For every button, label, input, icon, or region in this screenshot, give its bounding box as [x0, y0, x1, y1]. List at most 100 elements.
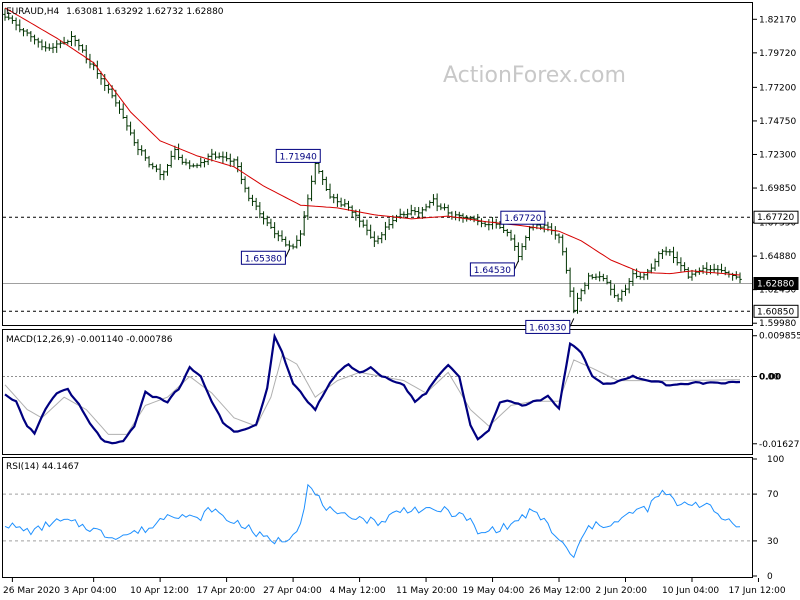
symbol-label: EURAUD,H4: [6, 7, 59, 17]
price-bar: [258, 201, 262, 219]
time-tick-label: 2 Jun 20:00: [596, 586, 648, 596]
time-tick-label: 10 Jun 04:00: [662, 586, 719, 596]
price-bar: [309, 175, 314, 202]
price-bar: [254, 197, 258, 211]
price-bar: [184, 158, 188, 166]
price-bar: [342, 198, 347, 208]
price-tick-label: 1.69850: [759, 184, 796, 194]
price-bar: [283, 236, 288, 247]
price-bar: [106, 83, 111, 94]
price-bar: [361, 219, 366, 228]
annotation-box: [525, 319, 571, 334]
rsi-tick-label: 100: [767, 455, 784, 465]
price-bar: [608, 280, 613, 296]
time-tick-label: 3 Apr 04:00: [64, 586, 117, 596]
price-tick-label: 1.77200: [759, 83, 796, 93]
price-tag-label: 1.60850: [757, 307, 794, 317]
price-bar: [571, 287, 576, 314]
price-annotation: 1.60330: [525, 318, 575, 334]
price-bar: [147, 155, 151, 168]
price-bar: [734, 271, 739, 280]
rsi-tick-label: 70: [767, 490, 779, 500]
price-bar: [649, 263, 654, 274]
price-bar: [527, 225, 532, 241]
price-bar: [368, 224, 373, 239]
price-bar: [210, 148, 214, 162]
price-bar: [579, 288, 583, 302]
macd-panel-frame: [2, 329, 753, 455]
annotation-box: [500, 210, 546, 225]
price-bar: [738, 272, 742, 284]
price-bar: [516, 242, 521, 263]
price-bar: [716, 264, 720, 276]
price-tag: 1.67720: [753, 210, 799, 224]
price-bar: [40, 39, 44, 51]
price-bar: [6, 11, 11, 21]
price-bar: [586, 272, 591, 290]
time-tick-label: 17 Jun 12:00: [728, 586, 785, 596]
price-bar: [594, 273, 598, 280]
time-axis: 26 Mar 2020 3 Apr 04:00 10 Apr 12:00 17 Apr…: [3, 578, 786, 596]
time-tick-label: 27 Apr 04:00: [263, 586, 322, 596]
price-bar: [557, 233, 561, 244]
price-bar: [620, 289, 624, 302]
price-bar: [173, 145, 177, 160]
price-bar: [505, 228, 510, 237]
annotation-box: [275, 148, 321, 163]
time-tick-label: 19 May 04:00: [463, 586, 525, 596]
annotation-label: 1.60330: [529, 323, 566, 333]
price-bar: [498, 221, 502, 230]
price-bar: [51, 43, 55, 54]
price-bar: [402, 211, 406, 218]
price-tag-label: 1.67720: [757, 213, 794, 223]
price-bar: [509, 229, 513, 241]
price-bar: [427, 200, 432, 209]
price-bar: [132, 129, 137, 146]
rsi-line: [4, 483, 741, 559]
price-bar: [180, 154, 185, 165]
price-bar: [627, 278, 631, 294]
ohlc-readout: 1.63081 1.63292 1.62732 1.62880: [66, 7, 224, 17]
price-bar: [73, 35, 77, 47]
price-bar: [324, 176, 329, 192]
price-bar: [187, 160, 192, 170]
price-tick-label: 1.74750: [759, 117, 796, 127]
macd-tick-label: 0.009855: [759, 332, 800, 342]
price-bar: [202, 159, 207, 168]
price-bar: [682, 262, 687, 272]
price-bar: [280, 230, 284, 242]
price-bar: [379, 232, 384, 244]
price-bar: [653, 258, 657, 271]
price-bar: [339, 197, 343, 208]
price-bar: [176, 143, 181, 161]
price-bar: [213, 151, 218, 160]
price-bar: [616, 293, 620, 303]
price-bar: [409, 204, 414, 216]
price-bar: [143, 149, 148, 161]
price-bar: [442, 203, 447, 211]
price-bar: [656, 251, 661, 267]
annotation-label: 1.64530: [474, 266, 511, 276]
time-tick-label: 26 Mar 2020: [3, 586, 60, 596]
price-panel-frame: [2, 2, 753, 326]
price-bar: [10, 15, 15, 24]
price-bar: [568, 267, 572, 298]
price-bar: [158, 163, 162, 180]
price-bar: [597, 271, 602, 282]
macd-value-readout: 0.00: [759, 372, 781, 382]
price-bar: [372, 231, 377, 247]
price-bar: [232, 158, 236, 167]
price-bar: [590, 274, 595, 280]
moving-average-line: [4, 7, 741, 276]
price-bar: [575, 292, 580, 314]
price-bar: [165, 163, 170, 176]
time-tick-label: 11 May 20:00: [396, 586, 458, 596]
price-bar: [261, 211, 266, 225]
price-bar: [25, 29, 29, 37]
price-annotation: 1.71940: [275, 148, 321, 163]
price-bar: [246, 186, 251, 202]
price-bar: [320, 170, 325, 185]
annotation-leader: [569, 318, 575, 328]
price-tag-box: [753, 304, 799, 318]
